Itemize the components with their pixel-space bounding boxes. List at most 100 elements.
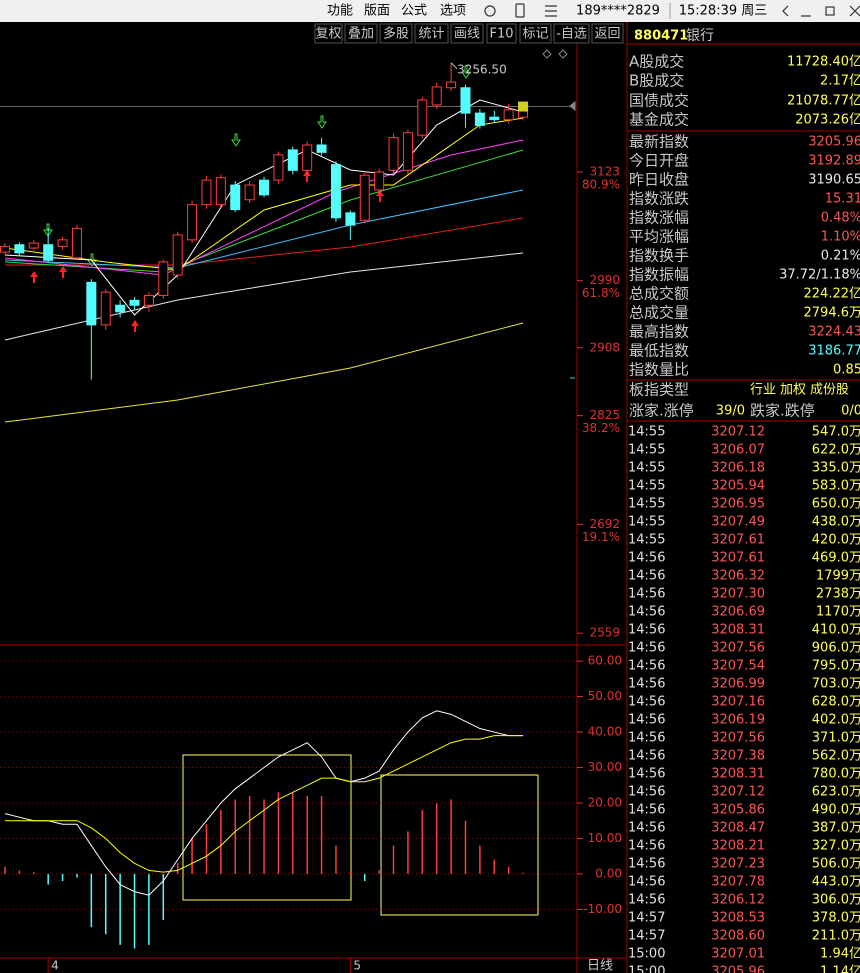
trade-volume: 387.0万 bbox=[812, 821, 860, 836]
period-label[interactable]: 日线 bbox=[587, 959, 613, 973]
stat-label: 昨日收盘 bbox=[629, 171, 689, 189]
trade-volume: 2738万 bbox=[816, 587, 860, 602]
toolbar-button[interactable] bbox=[591, 23, 624, 44]
icon[interactable] bbox=[484, 5, 496, 17]
trade-volume: 622.0万 bbox=[812, 443, 860, 458]
toolbar-label[interactable]: F10 bbox=[489, 27, 513, 42]
candle-body bbox=[115, 304, 126, 313]
tool-icon[interactable] bbox=[542, 49, 552, 59]
trade-time: 14:56 bbox=[628, 803, 665, 818]
stat-label: 基金成交 bbox=[629, 111, 689, 129]
toolbar-button[interactable] bbox=[519, 23, 552, 44]
trade-time: 14:56 bbox=[628, 587, 665, 602]
account: 189****2829 bbox=[576, 4, 660, 19]
stat-label: 指数换手 bbox=[629, 247, 689, 265]
candle-body bbox=[158, 261, 169, 296]
toolbar-label[interactable]: 画线 bbox=[454, 27, 480, 42]
stat-value: 0.48% bbox=[821, 211, 860, 226]
trade-volume: 547.0万 bbox=[812, 425, 860, 440]
trade-price: 3208.21 bbox=[711, 839, 765, 854]
trade-price: 3206.18 bbox=[711, 461, 765, 476]
trade-volume: 1799万 bbox=[816, 569, 860, 584]
stat-value: 3224.43 bbox=[808, 325, 860, 340]
trade-price: 3208.31 bbox=[711, 767, 765, 782]
trade-volume: 650.0万 bbox=[812, 497, 860, 512]
stat-value: 2794.6万 bbox=[804, 306, 860, 321]
trade-volume: 1.94亿 bbox=[820, 947, 860, 962]
stat-value: 1.10% bbox=[821, 230, 860, 245]
trade-volume: 420.0万 bbox=[812, 533, 860, 548]
annotation-boxes bbox=[182, 754, 539, 916]
toolbar-label[interactable]: 返回 bbox=[594, 27, 620, 42]
menu-item[interactable]: 选项 bbox=[440, 4, 466, 19]
trade-time: 14:55 bbox=[628, 461, 665, 476]
trade-volume: 628.0万 bbox=[812, 695, 860, 710]
trade-price: 3207.56 bbox=[711, 641, 765, 656]
trade-volume: 1170万 bbox=[816, 605, 860, 620]
toolbar-button[interactable] bbox=[486, 23, 517, 44]
menu-item[interactable]: 版面 bbox=[364, 4, 390, 19]
trade-price: 3207.12 bbox=[711, 785, 765, 800]
toolbar-button[interactable] bbox=[314, 23, 343, 44]
y-tick-label: -10.00 bbox=[583, 902, 622, 916]
moving-average bbox=[4, 189, 524, 269]
toolbar-button[interactable] bbox=[553, 23, 590, 44]
trade-price: 3207.61 bbox=[711, 533, 765, 548]
trade-price: 3208.47 bbox=[711, 821, 765, 836]
stat-label: A股成交 bbox=[629, 53, 684, 71]
toolbar-button[interactable] bbox=[414, 23, 449, 44]
trade-time: 14:56 bbox=[628, 731, 665, 746]
stat-value: 2.17亿 bbox=[820, 74, 860, 89]
icon[interactable] bbox=[515, 3, 525, 18]
board-option[interactable]: 加权 bbox=[780, 382, 806, 398]
stat-label: 最高指数 bbox=[629, 323, 689, 341]
trade-volume: 469.0万 bbox=[812, 551, 860, 566]
price-label: 3123 bbox=[589, 164, 620, 178]
trade-price: 3205.96 bbox=[711, 965, 765, 973]
stat-value: 21078.77亿 bbox=[787, 94, 860, 109]
trade-volume: 906.0万 bbox=[812, 641, 860, 656]
trade-volume: 1.14亿 bbox=[820, 965, 860, 973]
toolbar-button[interactable] bbox=[450, 23, 484, 44]
trade-price: 3207.54 bbox=[711, 659, 765, 674]
candle-body bbox=[187, 204, 198, 241]
y-tick-label: 20.00 bbox=[588, 796, 622, 810]
trade-price: 3207.16 bbox=[711, 695, 765, 710]
stat-value: 2073.26亿 bbox=[795, 113, 860, 128]
icon[interactable] bbox=[782, 5, 789, 17]
board-option[interactable]: 成份股 bbox=[810, 383, 849, 398]
toolbar-label[interactable]: 复权 bbox=[315, 26, 341, 42]
buy-arrow bbox=[59, 266, 67, 278]
trade-time: 14:56 bbox=[628, 641, 665, 656]
stat-label: 指数涨跌 bbox=[629, 190, 689, 208]
candle-body bbox=[417, 99, 428, 136]
trade-time: 14:55 bbox=[628, 425, 665, 440]
close[interactable] bbox=[849, 5, 860, 17]
toolbar-label[interactable]: 叠加 bbox=[348, 27, 374, 42]
tool-icon[interactable] bbox=[558, 49, 568, 59]
stat-label: 指数量比 bbox=[629, 361, 689, 379]
trade-volume: 327.0万 bbox=[812, 839, 860, 854]
candle-body bbox=[460, 87, 471, 114]
toolbar-button[interactable] bbox=[344, 23, 378, 44]
toolbar-label[interactable]: 标记 bbox=[522, 27, 548, 42]
candle-body bbox=[172, 234, 183, 276]
restore[interactable] bbox=[825, 6, 835, 16]
toolbar-button[interactable] bbox=[379, 23, 413, 44]
toolbar-label[interactable]: -自选 bbox=[556, 27, 587, 42]
candle-body bbox=[57, 239, 68, 247]
stat-label: 国债成交 bbox=[629, 92, 689, 110]
menu-item[interactable]: 公式 bbox=[401, 4, 427, 19]
y-tick-label: 0.00 bbox=[595, 866, 622, 880]
trade-time: 14:55 bbox=[628, 515, 665, 530]
title-bar bbox=[0, 0, 860, 22]
price-label: 2825 bbox=[589, 408, 620, 422]
icon[interactable] bbox=[545, 5, 557, 17]
toolbar-label[interactable]: 统计 bbox=[418, 27, 444, 42]
board-option[interactable]: 行业 bbox=[750, 383, 776, 398]
toolbar-label[interactable]: 多股 bbox=[383, 26, 409, 42]
signal-arrows bbox=[30, 65, 471, 332]
trade-price: 3207.61 bbox=[711, 551, 765, 566]
menu-item[interactable]: 功能 bbox=[327, 4, 353, 19]
